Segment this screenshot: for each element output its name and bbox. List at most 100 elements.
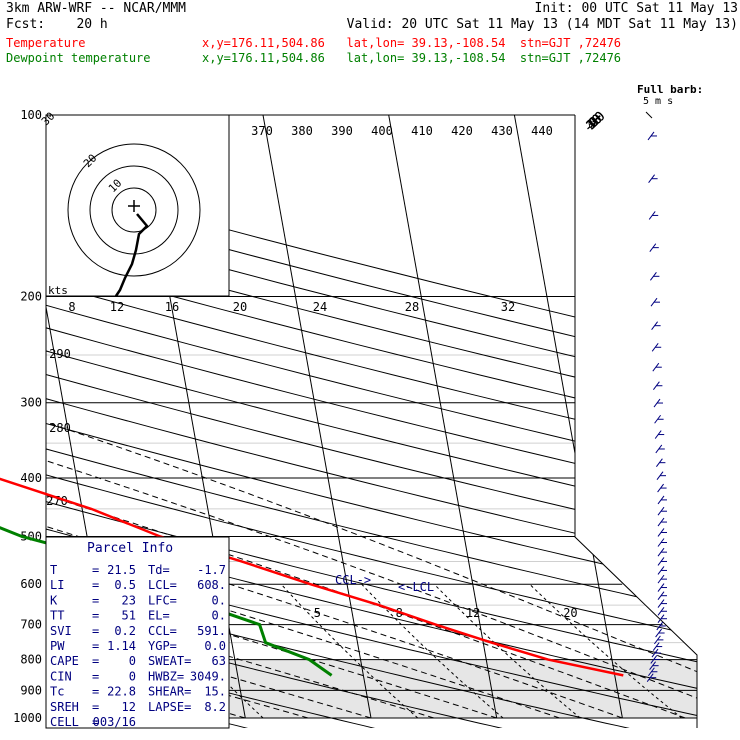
dry-adiabat-330 <box>46 115 697 728</box>
parcel-label: SREH <box>50 700 79 714</box>
parcel-value: 0.2 <box>114 624 136 638</box>
moist-adiabat-20 <box>46 296 623 719</box>
isotherm-30 <box>639 115 697 719</box>
parcel-equals: = <box>92 715 99 729</box>
speed-label-20: 20 <box>233 300 247 314</box>
parcel-value: 0 <box>129 654 136 668</box>
temperature-legend: Temperature <box>6 36 86 50</box>
lcl-markers: CCL-> <-LCL <box>335 573 434 594</box>
theta-label-420: 420 <box>451 124 473 138</box>
isotherm-20 <box>513 115 623 719</box>
init-time: Init: 00 UTC Sat 11 May 13 <box>534 1 739 16</box>
pressure-label-800: 800 <box>20 653 42 667</box>
mixing-ratio-line-5 <box>280 583 419 719</box>
parcel-label: T <box>50 563 57 577</box>
speed-label-12: 12 <box>110 300 124 314</box>
parcel-label: CAPE <box>50 654 79 668</box>
moist-adiabat-0 <box>46 296 372 719</box>
parcel-value: 51 <box>122 609 136 623</box>
dewpoint-location: x,y=176.11,504.86 lat,lon= 39.13,-108.54… <box>202 51 622 65</box>
parcel-equals: = <box>92 578 99 592</box>
parcel-value: 003/16 <box>93 715 136 729</box>
parcel-label: K <box>50 593 58 607</box>
parcel-label: LFC= <box>148 593 177 607</box>
parcel-equals: = <box>92 593 99 607</box>
parcel-equals: = <box>92 669 99 683</box>
hodograph-ring-1 <box>111 187 157 233</box>
hodograph-center-cross <box>128 200 140 212</box>
dry-adiabat-420 <box>46 115 697 728</box>
parcel-label: LAPSE= <box>148 700 191 714</box>
temperature-profile-line <box>0 477 624 677</box>
parcel-label: Tc <box>50 685 64 699</box>
temperature-location: x,y=176.11,504.86 lat,lon= 39.13,-108.54… <box>202 36 622 50</box>
speed-label-24: 24 <box>313 300 327 314</box>
forecast-hour: Fcst: 20 h <box>6 17 108 32</box>
parcel-value: 3049. <box>190 669 226 683</box>
parcel-info-box: Parcel Info T = 21.5 Td= -1.7 LI = 0.5 LCL= 608. K =… <box>45 536 230 729</box>
parcel-label: Td= <box>148 563 170 577</box>
speed-label-32: 32 <box>501 300 515 314</box>
wind-barb-unit: 5 m s <box>643 96 673 107</box>
parcel-value: 63 <box>212 654 226 668</box>
parcel-value: 0. <box>212 609 226 623</box>
parcel-label: YGP= <box>148 639 177 653</box>
theta-left-label-1: 280 <box>49 421 71 435</box>
lcl-marker: <-LCL <box>398 580 434 594</box>
mixing-ratio-label-20: 20 <box>563 606 577 620</box>
parcel-value: 0.5 <box>114 578 136 592</box>
theta-label-400: 400 <box>371 124 393 138</box>
parcel-label: LI <box>50 578 64 592</box>
wind-barb-title: Full barb: <box>637 83 703 96</box>
theta-label-440: 440 <box>531 124 553 138</box>
parcel-equals: = <box>92 624 99 638</box>
theta-label-380: 380 <box>291 124 313 138</box>
parcel-label: SWEAT= <box>148 654 191 668</box>
parcel-value: 608. <box>197 578 226 592</box>
theta-label-370: 370 <box>251 124 273 138</box>
parcel-info-title: Parcel Info <box>87 541 173 556</box>
parcel-label: SHEAR= <box>148 685 191 699</box>
hodograph-trace <box>114 213 149 297</box>
isotherm-10 <box>388 115 498 719</box>
mixing-ratio-line-8 <box>361 583 504 719</box>
parcel-label: CELL <box>50 715 79 729</box>
parcel-value: 22.8 <box>107 685 136 699</box>
mixing-ratio-line-2 <box>134 583 264 719</box>
theta-left-label-0: 290 <box>49 347 71 361</box>
pressure-label-1000: 1000 <box>13 711 42 725</box>
plot-frame <box>574 115 698 728</box>
parcel-label: CIN <box>50 669 72 683</box>
parcel-label: TT <box>50 609 64 623</box>
moist-adiabat-25 <box>46 296 686 719</box>
model-title: 3km ARW-WRF -- NCAR/MMM <box>6 1 187 16</box>
isotherm-0 <box>262 115 372 719</box>
parcel-value: 591. <box>197 624 226 638</box>
dry-adiabat-410 <box>46 115 697 728</box>
parcel-value: -1.7 <box>197 563 226 577</box>
speed-label-28: 28 <box>405 300 419 314</box>
parcel-label: EL= <box>148 609 170 623</box>
parcel-label: HWBZ= <box>148 669 184 683</box>
wind-barb-column: Full barb:5 m s <box>637 83 703 682</box>
pressure-label-100: 100 <box>20 108 42 122</box>
parcel-equals: = <box>92 654 99 668</box>
parcel-equals: = <box>92 685 99 699</box>
dry-adiabat-290 <box>46 115 641 728</box>
pressure-label-400: 400 <box>20 471 42 485</box>
parcel-value: 8.2 <box>204 700 226 714</box>
mixing-ratio-label-12: 12 <box>466 606 480 620</box>
mixing-ratio-lines <box>134 583 683 719</box>
dry-adiabat-390 <box>46 115 697 728</box>
parcel-value: 0. <box>212 593 226 607</box>
pressure-label-200: 200 <box>20 290 42 304</box>
parcel-label: PW <box>50 639 65 653</box>
parcel-value: 12 <box>122 700 136 714</box>
mixing-ratio-label-5: 5 <box>314 606 321 620</box>
moist-adiabat-30 <box>46 296 697 719</box>
wind-barb-legend <box>645 111 653 119</box>
parcel-equals: = <box>92 563 99 577</box>
parcel-equals: = <box>92 700 99 714</box>
